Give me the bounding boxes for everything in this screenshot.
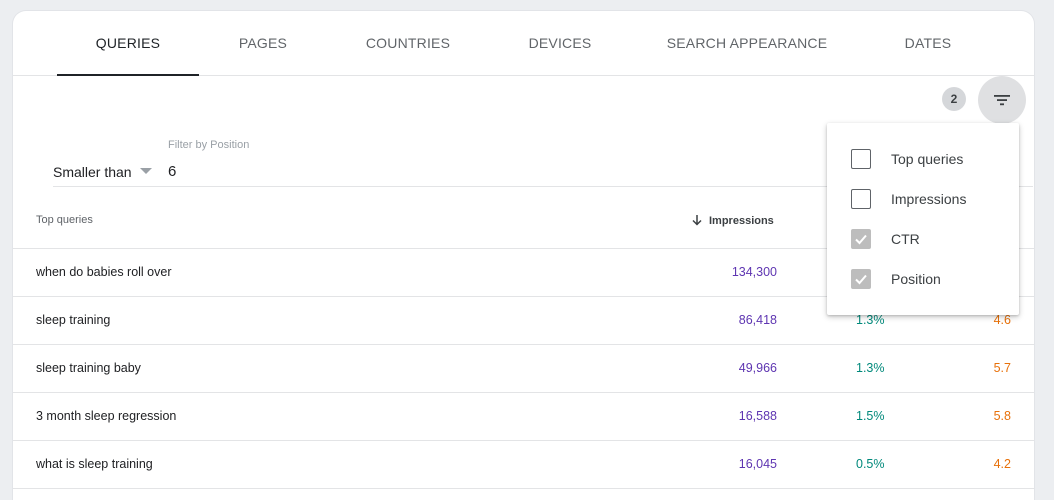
menu-item-label: Position: [891, 271, 941, 287]
ctr-cell: 0.5%: [856, 457, 885, 471]
table-row[interactable]: when do babies roll over 134,300: [13, 249, 1034, 297]
ctr-cell: 1.5%: [856, 409, 885, 423]
check-icon: [855, 234, 867, 245]
filter-list-icon: [994, 95, 1010, 106]
position-operator-select[interactable]: Smaller than: [53, 164, 152, 180]
menu-item-impressions[interactable]: Impressions: [827, 179, 1019, 219]
filter-underline: [53, 186, 1033, 187]
column-header-top-queries[interactable]: Top queries: [36, 214, 93, 226]
menu-item-top-queries[interactable]: Top queries: [827, 139, 1019, 179]
query-cell: sleep training: [36, 313, 111, 327]
ctr-cell: 1.3%: [856, 313, 885, 327]
tab-queries[interactable]: QUERIES: [57, 11, 199, 76]
impressions-cell: 49,966: [738, 361, 777, 375]
arrow-down-icon: [692, 215, 702, 226]
table-row[interactable]: what is sleep training 16,045 0.5% 4.2: [13, 441, 1034, 489]
impressions-cell: 134,300: [731, 265, 777, 279]
query-cell: when do babies roll over: [36, 265, 172, 279]
impressions-cell: 16,588: [738, 409, 777, 423]
table-row[interactable]: sleep training baby 49,966 1.3% 5.7: [13, 345, 1034, 393]
position-cell: 4.2: [993, 457, 1011, 471]
query-cell: 3 month sleep regression: [36, 409, 177, 423]
tab-countries[interactable]: COUNTRIES: [365, 35, 451, 51]
tab-search-appearance[interactable]: SEARCH APPEARANCE: [666, 35, 828, 51]
impressions-header-label: Impressions: [709, 215, 774, 227]
ctr-cell: 1.3%: [856, 361, 885, 375]
tab-pages[interactable]: PAGES: [238, 35, 288, 51]
menu-item-label: Impressions: [891, 191, 967, 207]
position-cell: 5.7: [993, 361, 1011, 375]
menu-item-position[interactable]: Position: [827, 259, 1019, 299]
query-cell: what is sleep training: [36, 457, 153, 471]
menu-item-label: CTR: [891, 231, 920, 247]
filter-rows-button[interactable]: [978, 76, 1026, 124]
query-cell: sleep training baby: [36, 361, 141, 375]
menu-item-ctr[interactable]: CTR: [827, 219, 1019, 259]
tab-devices[interactable]: DEVICES: [528, 35, 592, 51]
checkbox-ctr[interactable]: [851, 229, 871, 249]
table-header: Top queries Impressions: [13, 191, 1034, 249]
dimension-tabs: QUERIES PAGES COUNTRIES DEVICES SEARCH A…: [13, 11, 1034, 76]
impressions-cell: 86,418: [738, 313, 777, 327]
active-filter-count-badge: 2: [942, 87, 966, 111]
tab-dates[interactable]: DATES: [904, 35, 952, 51]
impressions-cell: 16,045: [738, 457, 777, 471]
filter-column-menu: Top queries Impressions CTR Position: [827, 123, 1019, 315]
menu-item-label: Top queries: [891, 151, 964, 167]
position-cell: 4.6: [993, 313, 1011, 327]
position-filter-label: Filter by Position: [168, 139, 250, 151]
column-header-impressions[interactable]: Impressions: [691, 214, 774, 227]
checkbox-position[interactable]: [851, 269, 871, 289]
position-cell: 5.8: [993, 409, 1011, 423]
dropdown-caret-icon: [139, 168, 152, 174]
checkbox-impressions[interactable]: [851, 189, 871, 209]
table-row[interactable]: 3 month sleep regression 16,588 1.5% 5.8: [13, 393, 1034, 441]
position-operator-value: Smaller than: [53, 164, 132, 180]
table-row[interactable]: sleep training 86,418 1.3% 4.6: [13, 297, 1034, 345]
check-icon: [855, 274, 867, 285]
checkbox-top-queries[interactable]: [851, 149, 871, 169]
position-value-input[interactable]: [168, 163, 468, 180]
